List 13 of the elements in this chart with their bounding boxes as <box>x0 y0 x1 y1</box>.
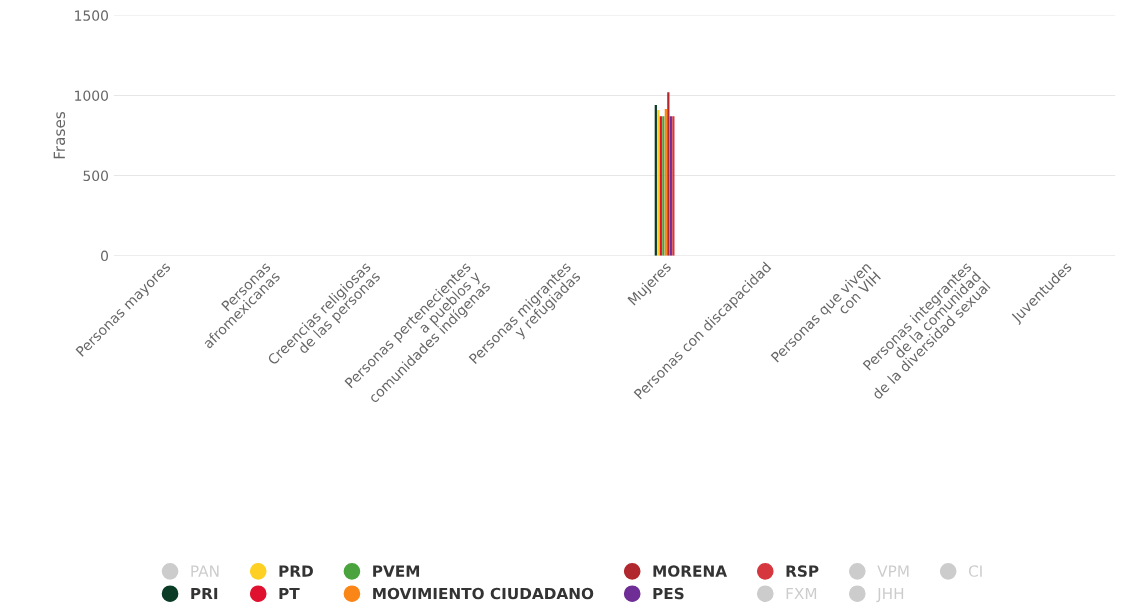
y-tick-label: 1000 <box>75 90 109 101</box>
legend-label: PVEM <box>373 565 420 577</box>
y-tick-label: 0 <box>101 250 109 262</box>
legend-label: PRD <box>279 565 313 577</box>
legend-label: PRI <box>191 587 218 600</box>
legend-label: PT <box>279 587 300 600</box>
legend-label: MORENA <box>653 565 727 577</box>
legend-label: PES <box>653 587 684 600</box>
y-axis-title: Frases <box>53 111 66 159</box>
legend-label: RSP <box>786 565 819 577</box>
y-tick-label: 1500 <box>75 10 109 21</box>
y-tick-label: 500 <box>83 170 109 182</box>
legend-label: MOVIMIENTO CIUDADANO <box>373 587 594 600</box>
